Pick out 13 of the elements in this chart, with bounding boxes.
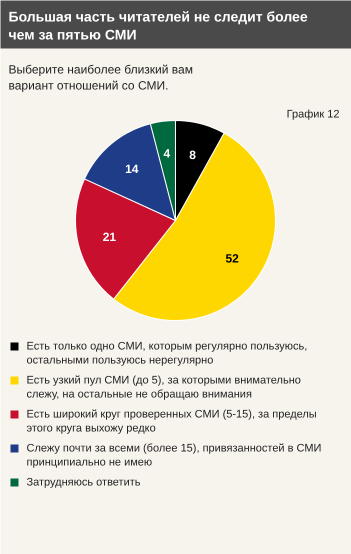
- legend-label: Есть узкий пул СМИ (до 5), за которыми внимательно слежу, на остальные не обращаю внимания: [26, 374, 301, 400]
- data-label: 21: [102, 230, 116, 244]
- chart-subtitle: Выберите наиболее близкий вам вариант отношений со СМИ.: [8, 62, 193, 92]
- data-label: 14: [125, 162, 139, 176]
- text: График 12: [286, 108, 340, 120]
- data-label: 4: [164, 146, 171, 161]
- data-label: 52: [225, 252, 240, 266]
- data-label: 8: [189, 148, 196, 162]
- legend-label: Затрудняюсь ответить: [26, 476, 141, 488]
- legend-label: Есть широкий круг проверенных СМИ (5-15), за пределы этого круга выхожу редко: [26, 408, 317, 434]
- legend-label: Есть только одно СМИ, которым регулярно пользуюсь, остальными пользуюсь нерегулярно: [26, 340, 308, 366]
- legend-label: Слежу почти за всеми (более 15), привязанностей в СМИ принципиально не имею: [26, 442, 322, 468]
- chart-title: Большая часть читателей не следит более чем за пятью СМИ: [8, 8, 308, 42]
